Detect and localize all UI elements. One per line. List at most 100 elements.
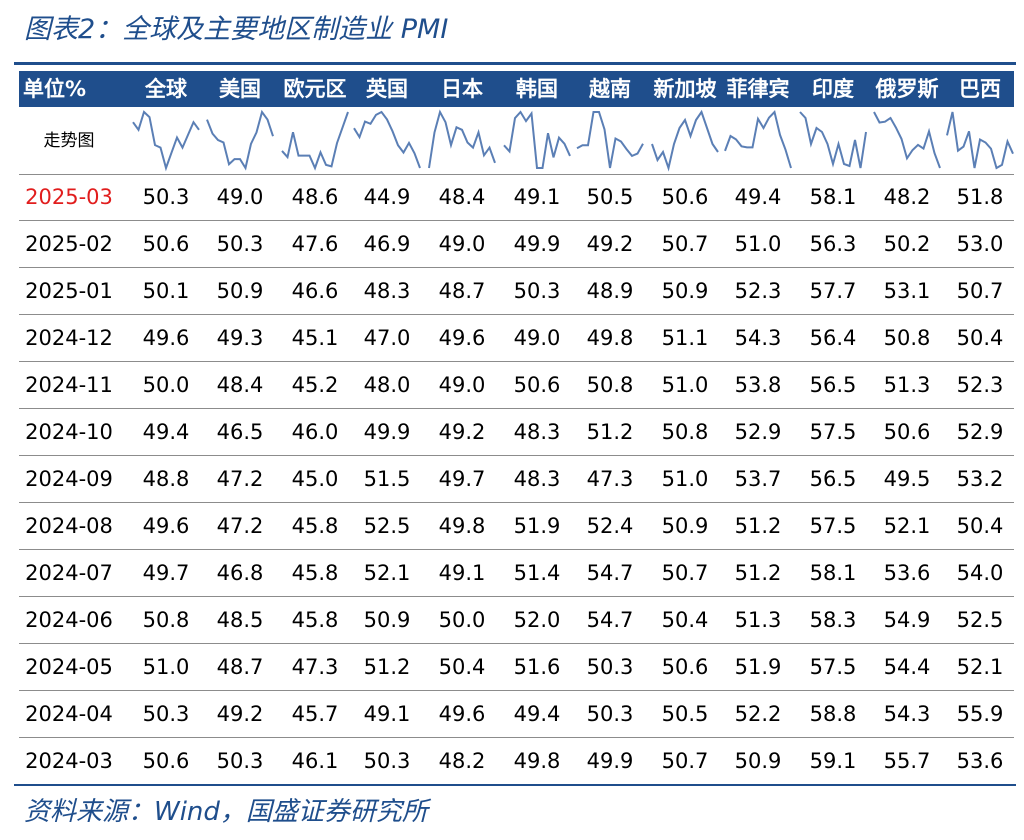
cell-value: 49.1: [513, 185, 561, 209]
row-date: 2024-06: [25, 608, 113, 632]
sparkline-path: [873, 111, 941, 169]
cell-value: 50.9: [661, 514, 709, 538]
cell-value: 58.3: [809, 608, 857, 632]
cell-value: 50.9: [216, 279, 264, 303]
sparkline-11: [946, 111, 1014, 170]
cell-value: 46.1: [291, 749, 339, 773]
row-divider: [19, 643, 1014, 644]
cell-value: 48.9: [586, 279, 634, 303]
cell-value: 56.4: [809, 326, 857, 350]
top-rule: [14, 62, 1016, 65]
cell-value: 49.5: [883, 467, 931, 491]
cell-value: 51.3: [734, 608, 782, 632]
cell-value: 48.4: [216, 373, 264, 397]
sparkline-path: [799, 111, 867, 169]
cell-value: 48.7: [438, 279, 486, 303]
cell-value: 56.5: [809, 467, 857, 491]
cell-value: 52.0: [513, 608, 561, 632]
row-divider: [19, 361, 1014, 362]
row-date: 2025-03: [25, 185, 113, 209]
cell-value: 49.0: [513, 326, 561, 350]
cell-value: 50.6: [513, 373, 561, 397]
sparkline-3: [353, 110, 421, 169]
cell-value: 50.0: [142, 373, 190, 397]
cell-value: 49.9: [513, 232, 561, 256]
row-date: 2024-10: [25, 420, 113, 444]
cell-value: 47.2: [216, 514, 264, 538]
cell-value: 50.5: [586, 185, 634, 209]
cell-value: 50.3: [142, 185, 190, 209]
row-divider: [19, 220, 1014, 221]
sparkline-6: [576, 111, 644, 169]
row-date: 2024-09: [25, 467, 113, 491]
row-date: 2025-02: [25, 232, 113, 256]
cell-value: 49.0: [216, 185, 264, 209]
cell-value: 50.3: [363, 749, 411, 773]
cell-value: 45.8: [291, 514, 339, 538]
table-row: 2024-05 51.0 48.7 47.3 51.2 50.4 51.6 50.3 50.6 5…: [19, 644, 1014, 691]
cell-value: 52.3: [734, 279, 782, 303]
row-divider: [19, 549, 1014, 550]
cell-value: 53.6: [883, 561, 931, 585]
cell-value: 49.0: [438, 373, 486, 397]
cell-value: 54.0: [956, 561, 1004, 585]
row-divider: [19, 455, 1014, 456]
cell-value: 50.5: [661, 702, 709, 726]
sparkline-path: [132, 110, 200, 172]
cell-value: 49.9: [586, 749, 634, 773]
cell-value: 57.5: [809, 420, 857, 444]
cell-value: 51.0: [661, 467, 709, 491]
cell-value: 48.3: [513, 467, 561, 491]
cell-value: 50.8: [142, 608, 190, 632]
cell-value: 51.0: [661, 373, 709, 397]
header-col-4: 日本: [441, 77, 483, 101]
cell-value: 48.8: [142, 467, 190, 491]
cell-value: 47.6: [291, 232, 339, 256]
header-col-3: 英国: [366, 77, 408, 101]
cell-value: 52.3: [956, 373, 1004, 397]
cell-value: 48.3: [363, 279, 411, 303]
row-divider: [19, 267, 1014, 268]
cell-value: 50.6: [142, 749, 190, 773]
header-col-7: 新加坡: [653, 77, 717, 101]
cell-value: 49.6: [142, 326, 190, 350]
cell-value: 57.5: [809, 514, 857, 538]
row-date: 2024-08: [25, 514, 113, 538]
cell-value: 49.1: [438, 561, 486, 585]
table-row: 2024-09 48.8 47.2 45.0 51.5 49.7 48.3 47.3 51.0 5…: [19, 456, 1014, 503]
row-divider: [19, 737, 1014, 738]
cell-value: 56.3: [809, 232, 857, 256]
table-row: 2024-10 49.4 46.5 46.0 49.9 49.2 48.3 51.2 50.8 5…: [19, 409, 1014, 456]
cell-value: 55.7: [883, 749, 931, 773]
cell-value: 51.4: [513, 561, 561, 585]
cell-value: 47.0: [363, 326, 411, 350]
row-divider: [19, 690, 1014, 691]
header-col-9: 印度: [812, 77, 854, 101]
cell-value: 46.6: [291, 279, 339, 303]
cell-value: 49.4: [142, 420, 190, 444]
header-col-11: 巴西: [959, 77, 1001, 101]
cell-value: 59.1: [809, 749, 857, 773]
cell-value: 49.2: [438, 420, 486, 444]
row-date: 2024-11: [25, 373, 113, 397]
sparkline-9: [799, 111, 867, 169]
header-col-8: 菲律宾: [726, 77, 790, 101]
row-divider: [19, 596, 1014, 597]
cell-value: 53.6: [956, 749, 1004, 773]
bottom-rule: [14, 784, 1016, 786]
cell-value: 47.3: [291, 655, 339, 679]
cell-value: 45.8: [291, 561, 339, 585]
cell-value: 50.0: [438, 608, 486, 632]
cell-value: 52.1: [363, 561, 411, 585]
header-unit: 单位%: [23, 77, 87, 101]
source-note: 资料来源：Wind，国盛证券研究所: [24, 797, 428, 827]
cell-value: 50.3: [216, 232, 264, 256]
cell-value: 49.0: [438, 232, 486, 256]
row-divider: [19, 314, 1014, 315]
cell-value: 46.0: [291, 420, 339, 444]
header-col-0: 全球: [145, 77, 187, 101]
cell-value: 53.2: [956, 467, 1004, 491]
cell-value: 51.5: [363, 467, 411, 491]
cell-value: 47.2: [216, 467, 264, 491]
cell-value: 51.8: [956, 185, 1004, 209]
